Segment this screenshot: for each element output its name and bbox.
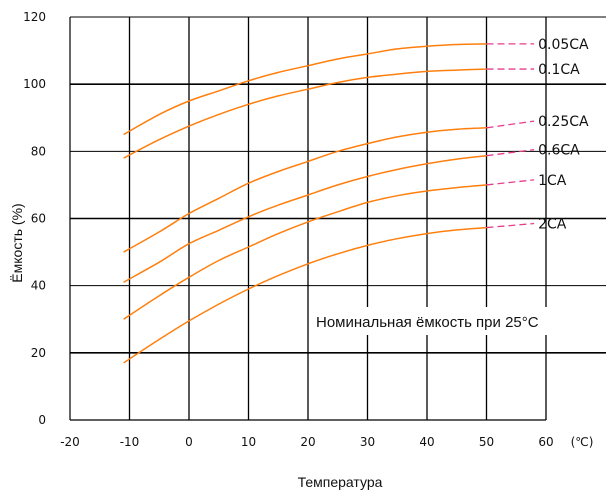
x-tick-label: 10 (241, 435, 256, 449)
series-line-2CA (123, 226, 487, 364)
grid-lines (69, 16, 606, 421)
series-label-0.6CA: 0.6CA (538, 143, 580, 159)
series-extrapolation-1CA (486, 179, 535, 186)
y-tick-label: 20 (31, 346, 46, 360)
series-extrapolation-2CA (486, 222, 535, 229)
x-tick-label: 50 (479, 435, 494, 449)
x-tick-label: 20 (300, 435, 315, 449)
series-lines (123, 43, 535, 364)
y-tick-label: 120 (23, 10, 46, 24)
x-unit-label: (℃) (571, 435, 594, 449)
series-extrapolation-0.25CA (486, 120, 535, 129)
y-tick-label: 40 (31, 279, 46, 293)
annotation-background (312, 307, 600, 335)
series-extrapolation-0.6CA (486, 149, 535, 157)
x-tick-label: -20 (60, 435, 80, 449)
series-line-0.1CA (123, 68, 487, 159)
series-label-0.25CA: 0.25CA (538, 114, 589, 130)
x-tick-label: 0 (185, 435, 193, 449)
series-line-0.6CA (123, 154, 487, 283)
y-tick-label: 60 (31, 212, 46, 226)
x-tick-label: 40 (419, 435, 434, 449)
series-line-0.05CA (123, 43, 487, 136)
x-tick-label: -10 (120, 435, 140, 449)
y-tick-label: 100 (23, 77, 46, 91)
series-line-1CA (123, 184, 487, 320)
y-tick-label: 80 (31, 144, 46, 158)
y-tick-label: 0 (38, 413, 46, 427)
x-tick-label: 60 (538, 435, 553, 449)
series-labels: 0.05CA 0.1CA 0.25CA 0.6CA 1CA 2CA (538, 37, 589, 233)
x-tick-label: 30 (360, 435, 375, 449)
series-label-0.1CA: 0.1CA (538, 62, 580, 78)
series-label-1CA: 1CA (538, 173, 567, 189)
series-line-0.25CA (123, 127, 487, 253)
annotation-text: Номинальная ёмкость при 25°C (316, 314, 539, 331)
y-axis-title: Ёмкость (%) (9, 203, 25, 282)
x-axis-title: Температура (298, 474, 383, 490)
series-label-0.05CA: 0.05CA (538, 37, 589, 53)
series-label-2CA: 2CA (538, 217, 567, 233)
tick-labels: -20 -10 0 10 20 30 40 50 60 0 20 40 60 80 100 120 (23, 10, 554, 449)
